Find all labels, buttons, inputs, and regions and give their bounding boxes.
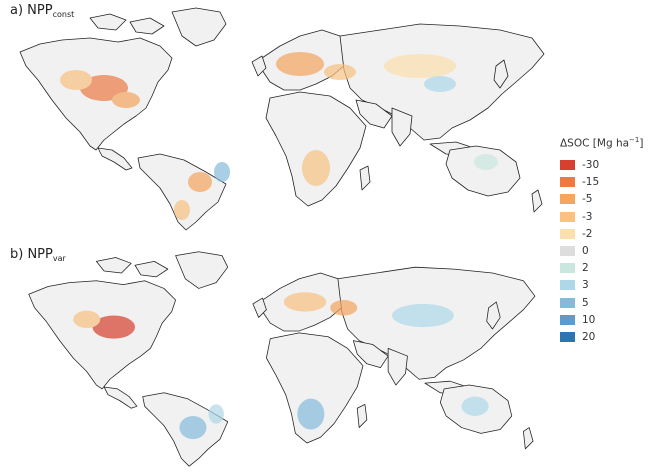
legend-label: 0 xyxy=(582,245,589,258)
legend-swatch xyxy=(560,263,575,274)
panel-letter: a) NPP xyxy=(10,3,53,18)
legend-swatch xyxy=(560,297,575,308)
legend-label: -3 xyxy=(582,210,593,223)
legend-item: 10 xyxy=(560,311,648,328)
legend-item: -30 xyxy=(560,157,648,174)
legend-swatch xyxy=(560,160,575,171)
legend-title-text: ΔSOC [Mg ha xyxy=(560,137,630,150)
panel-title-npp-const: a) NPPconst xyxy=(10,3,74,19)
soc-legend: ΔSOC [Mg ha−1] -30 -15 -5 -3 -2 0 2 3 5 10 20 xyxy=(560,136,648,346)
legend-item: -15 xyxy=(560,174,648,191)
legend-swatch xyxy=(560,177,575,188)
legend-label: -15 xyxy=(582,176,600,189)
legend-item: 5 xyxy=(560,294,648,311)
legend-label: 10 xyxy=(582,313,596,326)
panel-subscript: var xyxy=(52,254,66,263)
panel-title-npp-var: b) NPPvar xyxy=(10,247,66,263)
panel-subscript: const xyxy=(52,10,75,19)
map-panel-npp-const: a) NPPconst xyxy=(0,0,556,236)
legend-swatch xyxy=(560,314,575,325)
legend-label: 3 xyxy=(582,279,589,292)
world-map-npp-const xyxy=(19,7,545,231)
legend-item: 2 xyxy=(560,260,648,277)
landmass-fill xyxy=(19,7,545,231)
legend-items: -30 -15 -5 -3 -2 0 2 3 5 10 20 xyxy=(560,157,648,346)
legend-title: ΔSOC [Mg ha−1] xyxy=(560,136,648,150)
legend-label: 5 xyxy=(582,296,589,309)
legend-label: -30 xyxy=(582,159,600,172)
legend-label: -2 xyxy=(582,227,593,240)
legend-title-end: ] xyxy=(639,137,644,150)
legend-swatch xyxy=(560,331,575,342)
legend-label: -5 xyxy=(582,193,593,206)
legend-label: 2 xyxy=(582,262,589,275)
legend-swatch xyxy=(560,228,575,239)
legend-item: 20 xyxy=(560,328,648,345)
legend-item: -3 xyxy=(560,208,648,225)
legend-item: -5 xyxy=(560,191,648,208)
legend-swatch xyxy=(560,194,575,205)
soc-change-overlay xyxy=(60,52,498,220)
legend-item: 3 xyxy=(560,277,648,294)
legend-title-sup: −1 xyxy=(629,136,640,144)
legend-item: 0 xyxy=(560,242,648,259)
panel-letter: b) NPP xyxy=(10,247,53,262)
legend-label: 20 xyxy=(582,330,596,343)
landmass-fill xyxy=(28,251,536,467)
map-panel-npp-var: b) NPPvar xyxy=(0,244,556,472)
soc-change-overlay xyxy=(73,292,489,440)
legend-swatch xyxy=(560,211,575,222)
legend-item: -2 xyxy=(560,225,648,242)
world-map-npp-var xyxy=(28,251,536,467)
legend-swatch xyxy=(560,280,575,291)
legend-swatch xyxy=(560,246,575,257)
